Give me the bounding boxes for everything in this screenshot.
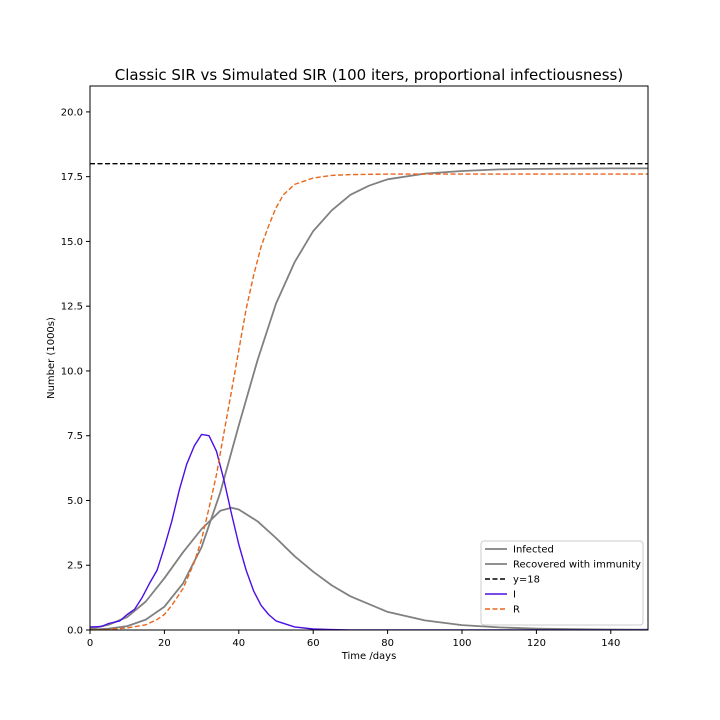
y-axis: 0.0 2.5 5.0 7.5 10.0 12.5 15.0 17.5 20.0 <box>61 107 90 637</box>
y-tick-label: 12.5 <box>61 302 83 313</box>
x-axis-label: Time /days <box>341 651 397 662</box>
y-tick-label: 10.0 <box>61 366 83 377</box>
y-tick-label: 20.0 <box>61 107 83 118</box>
x-tick-label: 40 <box>232 638 245 649</box>
plot-area-frame <box>89 85 649 631</box>
x-tick-label: 100 <box>452 638 471 649</box>
legend-label: Recovered with immunity <box>513 560 641 571</box>
legend-box <box>480 540 644 626</box>
x-tick-label: 20 <box>158 638 171 649</box>
y-tick-label: 7.5 <box>67 431 83 442</box>
series-line-2 <box>90 167 648 630</box>
y-tick-label: 2.5 <box>67 561 83 572</box>
y-tick-label: 17.5 <box>61 172 83 183</box>
legend: Infected Recovered with immunity y=18 IR <box>480 540 644 626</box>
series-line-1 <box>90 506 648 630</box>
x-axis: 0 20 40 60 80 100 120 140 <box>87 630 620 649</box>
series-line-5 <box>90 173 648 630</box>
y-tick-label: 0.0 <box>67 626 83 637</box>
legend-label: R <box>513 605 520 616</box>
chart-title: Classic SIR vs Simulated SIR (100 iters,… <box>115 66 623 84</box>
x-tick-label: 80 <box>381 638 394 649</box>
x-tick-label: 60 <box>307 638 320 649</box>
x-tick-label: 120 <box>527 638 546 649</box>
x-tick-label: 140 <box>601 638 620 649</box>
series-layer <box>90 162 648 630</box>
y-tick-label: 5.0 <box>67 496 83 507</box>
legend-label: I <box>513 590 516 601</box>
legend-label: y=18 <box>513 575 540 586</box>
legend-label: Infected <box>513 545 554 556</box>
x-tick-label: 0 <box>87 638 93 649</box>
y-axis-label: Number (1000s) <box>46 317 57 399</box>
y-tick-label: 15.0 <box>61 237 83 248</box>
series-line-4 <box>90 433 648 630</box>
